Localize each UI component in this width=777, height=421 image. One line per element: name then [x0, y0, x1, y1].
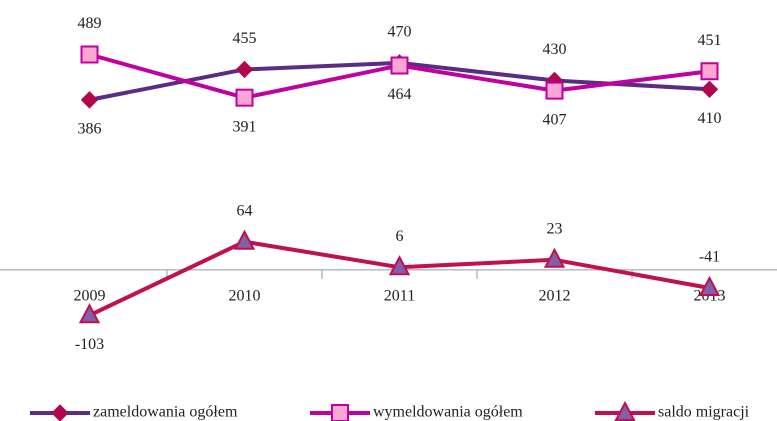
x-tick-label: 2009 [74, 288, 106, 305]
marker [233, 229, 256, 250]
data-label: 464 [388, 86, 412, 103]
data-label: 6 [396, 228, 404, 245]
marker [78, 303, 101, 324]
marker [614, 400, 636, 421]
data-label: -41 [699, 249, 720, 266]
marker [700, 62, 719, 81]
marker [388, 255, 411, 276]
legend-label: saldo migracji [658, 404, 750, 421]
data-label: 470 [388, 24, 412, 41]
marker [700, 80, 719, 99]
x-tick-label: 2012 [539, 288, 571, 305]
data-label: 410 [698, 110, 722, 127]
marker [80, 91, 99, 109]
marker [235, 88, 254, 107]
marker [51, 404, 69, 421]
data-label: 391 [233, 118, 257, 135]
data-label: 23 [547, 220, 563, 237]
data-label: 64 [237, 202, 253, 219]
legend-label: wymeldowania ogółem [373, 404, 523, 421]
x-tick-label: 2010 [229, 288, 261, 305]
marker [390, 56, 409, 75]
marker [545, 81, 564, 100]
marker [80, 45, 99, 64]
data-label: 451 [698, 32, 722, 49]
data-label: 407 [543, 111, 567, 128]
marker [331, 404, 349, 421]
data-label: 489 [78, 15, 102, 32]
data-label: -103 [75, 336, 104, 353]
data-label: 386 [78, 121, 102, 138]
legend-label: zameldowania ogółem [93, 404, 238, 421]
marker [543, 247, 566, 268]
marker [235, 60, 254, 79]
data-label: 455 [233, 30, 257, 47]
x-tick-label: 2011 [384, 288, 415, 305]
data-label: 430 [543, 41, 567, 58]
marker [698, 275, 721, 296]
